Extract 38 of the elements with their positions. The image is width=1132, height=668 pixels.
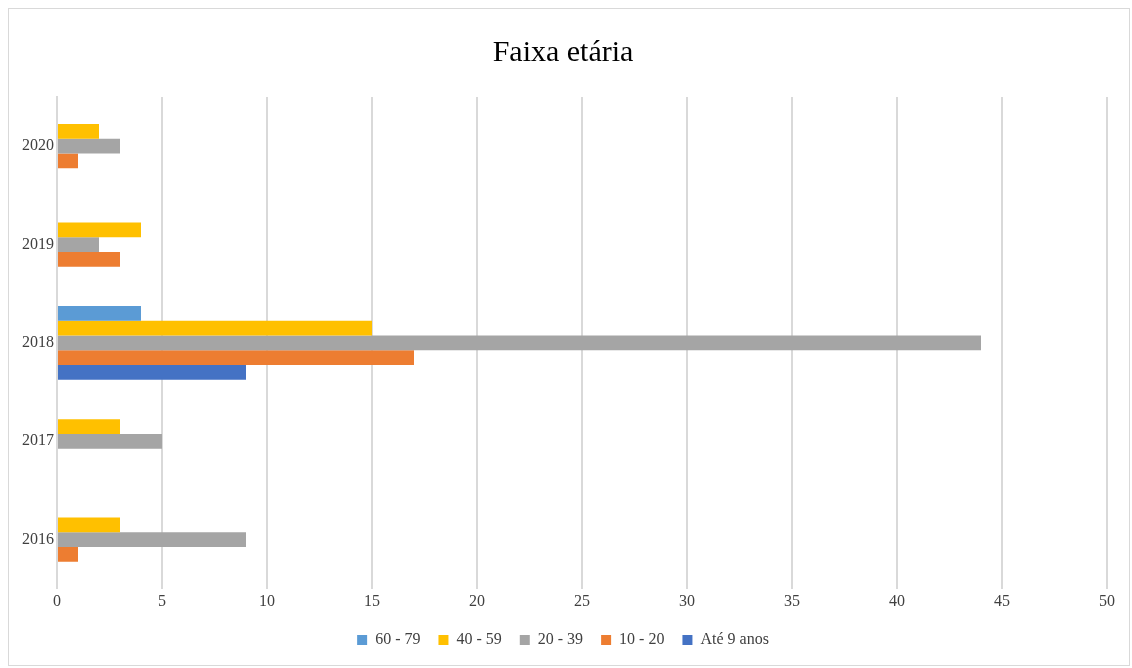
bar	[58, 350, 414, 366]
bar	[58, 365, 246, 380]
bar	[58, 237, 99, 252]
y-tick-label: 2019	[22, 234, 54, 252]
y-tick-label: 2020	[22, 136, 54, 154]
bar	[58, 306, 141, 321]
bar	[58, 419, 120, 434]
bar	[58, 547, 78, 562]
bar	[58, 517, 120, 533]
x-tick-label: 35	[784, 591, 800, 609]
x-tick-label: 30	[679, 591, 695, 609]
bar	[58, 251, 120, 267]
chart-title: Faixa etária	[492, 33, 634, 67]
y-tick-label: 2016	[22, 529, 54, 547]
x-tick-label: 25	[574, 591, 590, 609]
x-tick-label: 50	[1099, 591, 1115, 609]
x-tick-label: 10	[259, 591, 275, 609]
x-tick-label: 0	[53, 591, 61, 609]
bar	[58, 138, 120, 154]
bar	[58, 335, 981, 351]
legend-label: Até 9 anos	[700, 630, 769, 648]
legend-label: 10 - 20	[619, 630, 665, 648]
legend-label: 20 - 39	[537, 630, 584, 648]
legend-label: 40 - 59	[456, 630, 502, 648]
bar	[58, 222, 141, 238]
bar	[58, 153, 78, 169]
y-tick-label: 2018	[22, 333, 54, 351]
x-tick-label: 15	[364, 591, 380, 609]
bar	[58, 532, 246, 547]
x-tick-label: 5	[158, 591, 166, 609]
x-tick-label: 45	[994, 591, 1010, 609]
bar	[58, 433, 162, 449]
bar	[58, 320, 372, 336]
x-tick-label: 20	[469, 591, 485, 609]
legend-label: 60 - 79	[375, 630, 421, 648]
bar	[58, 124, 99, 139]
y-tick-label: 2017	[22, 431, 54, 449]
x-tick-label: 40	[889, 591, 905, 609]
